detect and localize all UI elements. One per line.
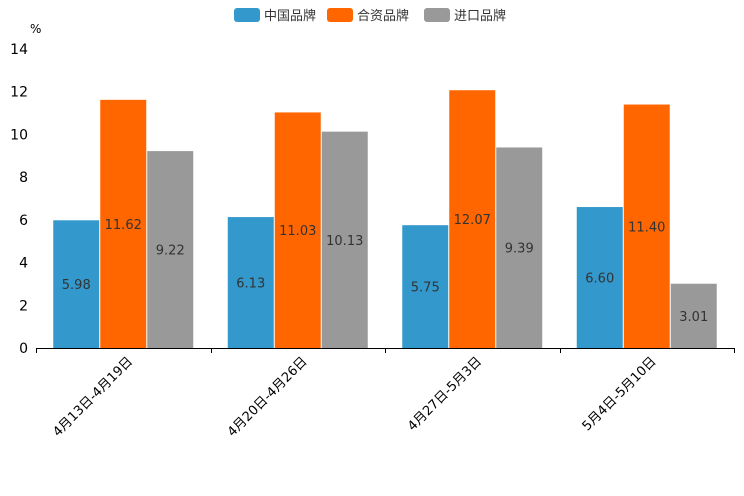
y-tick-label: 14 (10, 42, 28, 58)
value-label-china: 6.60 (585, 272, 614, 287)
x-axis-ticks (36, 348, 735, 353)
legend-label-import: 进口品牌 (454, 8, 506, 24)
y-tick-label: 0 (19, 341, 28, 357)
value-label-import: 9.39 (505, 242, 534, 257)
legend-item-import[interactable]: 进口品牌 (424, 8, 506, 24)
x-category-label: 4月13日-4月19日 (50, 354, 136, 440)
legend-item-china[interactable]: 中国品牌 (234, 8, 316, 24)
x-category-label: 4月20日-4月26日 (225, 354, 311, 440)
bar-china[interactable] (227, 217, 274, 348)
value-label-joint: 12.07 (454, 213, 491, 228)
y-tick-label: 4 (19, 256, 28, 272)
x-axis (36, 348, 735, 353)
bar-joint[interactable] (623, 104, 670, 349)
y-axis-ticks: 0 2 4 6 8 10 12 14 (10, 42, 28, 357)
value-label-import: 9.22 (156, 244, 185, 259)
bar-china[interactable] (402, 225, 449, 348)
bar-joint[interactable] (274, 112, 321, 348)
value-label-china: 6.13 (236, 277, 265, 292)
y-tick-label: 12 (10, 85, 28, 101)
value-label-import: 3.01 (679, 310, 708, 325)
value-label-joint: 11.40 (628, 220, 665, 235)
bar-import[interactable] (321, 131, 368, 348)
bar-joint[interactable] (100, 99, 147, 348)
legend-swatch-import (424, 8, 450, 22)
value-label-joint: 11.03 (279, 224, 316, 239)
value-label-import: 10.13 (326, 234, 363, 249)
y-tick-label: 6 (19, 213, 28, 229)
legend-swatch-china (234, 8, 260, 22)
legend-label-china: 中国品牌 (264, 8, 316, 24)
value-labels: 5.98 11.62 9.22 6.13 11.03 10.13 5.75 12.07 9.39… (62, 213, 708, 325)
x-category-label: 4月27日-5月3日 (405, 354, 485, 434)
bar-joint[interactable] (449, 90, 496, 348)
bar-china[interactable] (53, 220, 100, 348)
bars (53, 90, 717, 349)
y-tick-label: 8 (19, 170, 28, 186)
legend-item-joint[interactable]: 合资品牌 (327, 8, 409, 24)
legend-label-joint: 合资品牌 (357, 8, 409, 24)
x-axis-labels: 4月13日-4月19日 4月20日-4月26日 4月27日-5月3日 5月4日-5月1… (50, 354, 659, 440)
legend: 中国品牌 合资品牌 进口品牌 (234, 8, 506, 24)
bar-import[interactable] (496, 147, 543, 348)
value-label-china: 5.98 (62, 278, 91, 293)
legend-swatch-joint (327, 8, 353, 22)
bar-import[interactable] (670, 283, 717, 348)
value-label-china: 5.75 (411, 281, 440, 296)
y-axis-unit: % (30, 22, 41, 36)
y-tick-label: 2 (19, 298, 28, 314)
bar-import[interactable] (147, 151, 194, 348)
bar-china[interactable] (576, 207, 623, 348)
y-tick-label: 10 (10, 127, 28, 143)
x-category-label: 5月4日-5月10日 (580, 354, 660, 434)
value-label-joint: 11.62 (105, 218, 142, 233)
